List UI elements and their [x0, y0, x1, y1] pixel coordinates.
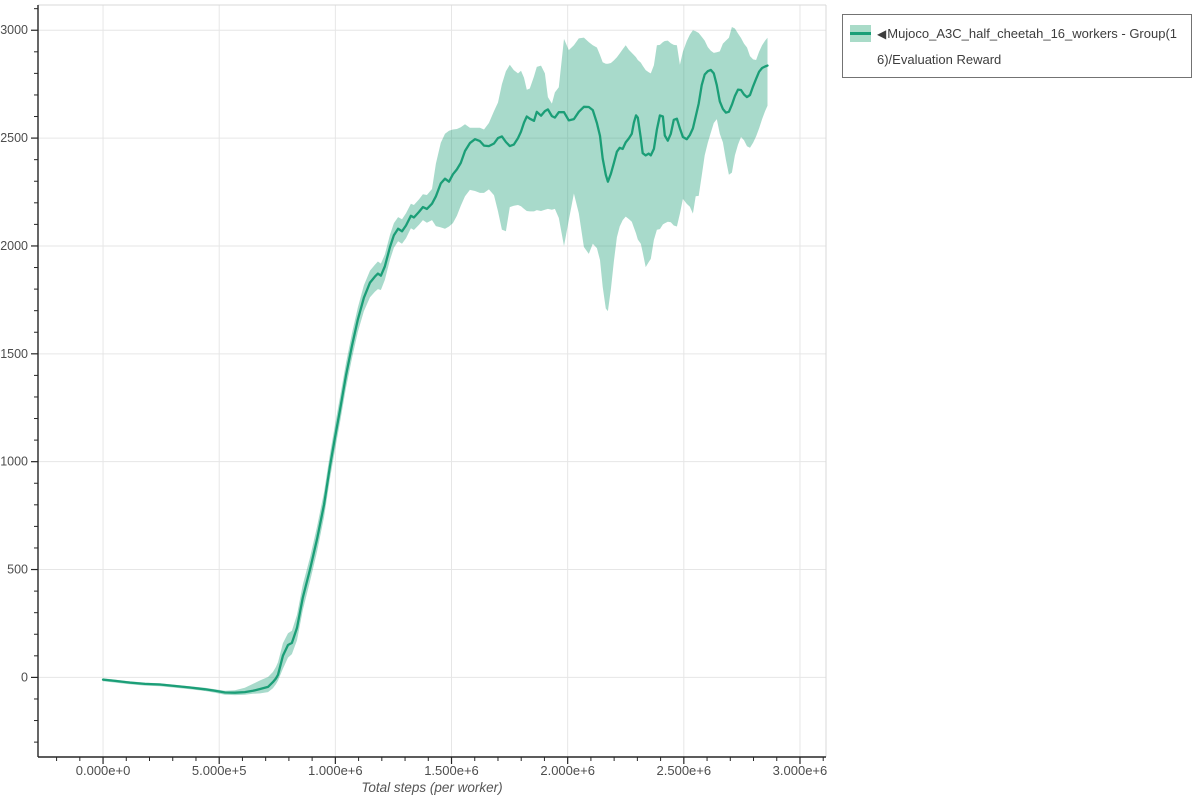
legend-label: ◀Mujoco_A3C_half_cheetah_16_workers - Gr…	[877, 21, 1183, 73]
legend-box: ◀Mujoco_A3C_half_cheetah_16_workers - Gr…	[842, 14, 1192, 78]
y-tick-labels: 0 500 1000 1500 2000 2500 3000	[0, 23, 28, 684]
x-tick-label: 3.000e+6	[773, 763, 828, 778]
collapse-triangle-icon[interactable]: ◀	[877, 27, 887, 41]
y-tick-label: 2000	[0, 239, 28, 253]
series-swatch-icon	[850, 25, 871, 42]
y-tick-label: 0	[21, 670, 28, 684]
confidence-band	[103, 27, 768, 696]
x-tick-labels: 0.000e+0 5.000e+5 1.000e+6 1.500e+6 2.000e+6…	[76, 763, 828, 778]
x-tick-label: 1.500e+6	[424, 763, 479, 778]
legend-item[interactable]: ◀Mujoco_A3C_half_cheetah_16_workers - Gr…	[850, 21, 1183, 73]
x-tick-label: 2.500e+6	[657, 763, 712, 778]
x-tick-label: 1.000e+6	[308, 763, 363, 778]
y-tick-label: 2500	[0, 131, 28, 145]
legend-label-text: Mujoco_A3C_half_cheetah_16_workers - Gro…	[877, 26, 1178, 67]
x-tick-label: 5.000e+5	[192, 763, 247, 778]
series-Mujoco_A3C_half_chee	[101, 27, 769, 696]
spines	[37, 4, 827, 758]
x-tick-label: 2.000e+6	[540, 763, 595, 778]
ticks	[31, 8, 824, 764]
y-tick-label: 500	[7, 563, 28, 577]
grid	[38, 5, 826, 757]
mean-line	[101, 64, 769, 694]
y-tick-label: 1000	[0, 455, 28, 469]
y-tick-label: 1500	[0, 347, 28, 361]
x-axis-title: Total steps (per worker)	[361, 780, 503, 795]
y-tick-label: 3000	[0, 23, 28, 37]
series-line-icon	[850, 32, 871, 35]
x-tick-label: 0.000e+0	[76, 763, 131, 778]
